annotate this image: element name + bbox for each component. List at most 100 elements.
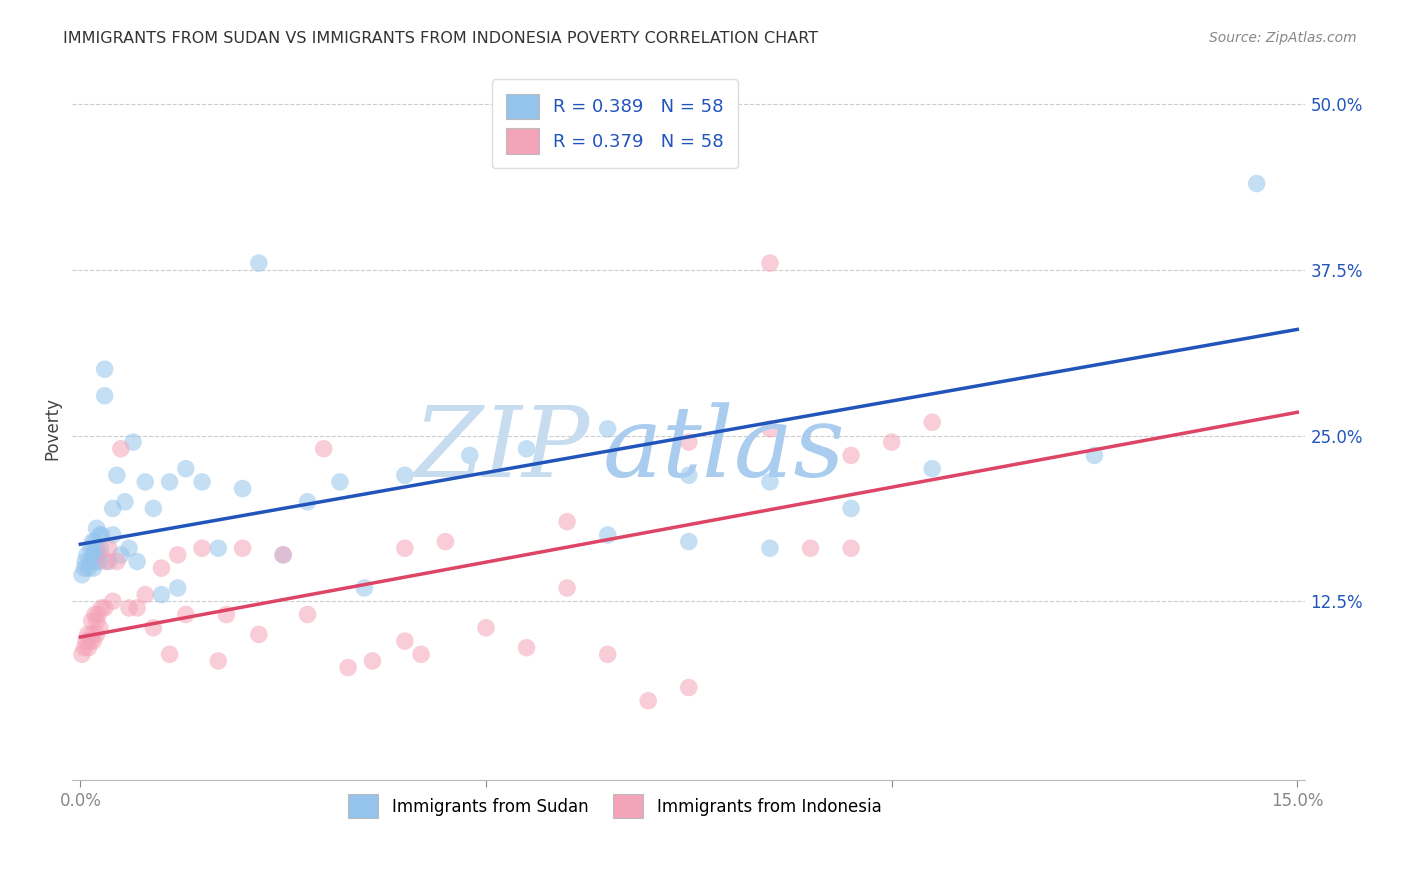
Point bbox=[174, 607, 197, 622]
Point bbox=[191, 541, 214, 556]
Point bbox=[105, 554, 128, 568]
Point bbox=[83, 548, 105, 562]
Point bbox=[110, 442, 132, 456]
Point bbox=[637, 694, 659, 708]
Point bbox=[77, 640, 100, 655]
Text: IMMIGRANTS FROM SUDAN VS IMMIGRANTS FROM INDONESIA POVERTY CORRELATION CHART: IMMIGRANTS FROM SUDAN VS IMMIGRANTS FROM… bbox=[63, 31, 818, 46]
Point bbox=[86, 614, 108, 628]
Point bbox=[555, 581, 578, 595]
Point bbox=[247, 627, 270, 641]
Point bbox=[122, 435, 145, 450]
Point bbox=[87, 548, 110, 562]
Point bbox=[90, 601, 112, 615]
Point bbox=[207, 654, 229, 668]
Text: ZIP: ZIP bbox=[413, 402, 591, 498]
Point bbox=[516, 442, 538, 456]
Point bbox=[475, 621, 498, 635]
Point bbox=[142, 501, 165, 516]
Point bbox=[839, 541, 862, 556]
Point bbox=[839, 449, 862, 463]
Y-axis label: Poverty: Poverty bbox=[44, 397, 60, 460]
Point bbox=[70, 567, 93, 582]
Point bbox=[555, 515, 578, 529]
Point bbox=[799, 541, 821, 556]
Point bbox=[73, 640, 96, 655]
Point bbox=[174, 461, 197, 475]
Point bbox=[89, 621, 111, 635]
Point bbox=[97, 541, 120, 556]
Point bbox=[84, 607, 107, 622]
Point bbox=[79, 634, 101, 648]
Point bbox=[678, 681, 700, 695]
Point bbox=[596, 422, 619, 436]
Point bbox=[166, 548, 188, 562]
Point bbox=[159, 475, 181, 489]
Point bbox=[353, 581, 375, 595]
Point bbox=[394, 634, 416, 648]
Point bbox=[232, 541, 254, 556]
Point bbox=[1246, 177, 1268, 191]
Point bbox=[90, 541, 112, 556]
Point bbox=[105, 468, 128, 483]
Point bbox=[93, 362, 115, 376]
Legend: Immigrants from Sudan, Immigrants from Indonesia: Immigrants from Sudan, Immigrants from I… bbox=[342, 788, 889, 825]
Point bbox=[101, 594, 124, 608]
Point bbox=[361, 654, 384, 668]
Point bbox=[516, 640, 538, 655]
Point bbox=[215, 607, 238, 622]
Point bbox=[207, 541, 229, 556]
Point bbox=[921, 415, 943, 429]
Point bbox=[150, 588, 173, 602]
Point bbox=[232, 482, 254, 496]
Point bbox=[134, 475, 156, 489]
Point bbox=[134, 588, 156, 602]
Point bbox=[75, 554, 97, 568]
Point bbox=[82, 634, 104, 648]
Point bbox=[1083, 449, 1105, 463]
Point bbox=[75, 634, 97, 648]
Point bbox=[73, 561, 96, 575]
Point bbox=[89, 528, 111, 542]
Point bbox=[434, 534, 457, 549]
Point bbox=[759, 475, 782, 489]
Point bbox=[101, 528, 124, 542]
Point bbox=[76, 627, 98, 641]
Point bbox=[312, 442, 335, 456]
Point bbox=[82, 561, 104, 575]
Point bbox=[759, 256, 782, 270]
Point bbox=[76, 548, 98, 562]
Point bbox=[127, 554, 149, 568]
Point bbox=[82, 534, 104, 549]
Point bbox=[77, 561, 100, 575]
Point bbox=[458, 449, 481, 463]
Point bbox=[159, 648, 181, 662]
Point bbox=[82, 548, 104, 562]
Point bbox=[97, 554, 120, 568]
Point bbox=[596, 648, 619, 662]
Point bbox=[110, 548, 132, 562]
Point bbox=[86, 521, 108, 535]
Point bbox=[596, 528, 619, 542]
Point bbox=[86, 627, 108, 641]
Point bbox=[150, 561, 173, 575]
Point bbox=[87, 554, 110, 568]
Point bbox=[409, 648, 432, 662]
Point bbox=[921, 461, 943, 475]
Point bbox=[80, 614, 103, 628]
Point bbox=[70, 648, 93, 662]
Point bbox=[337, 660, 360, 674]
Point bbox=[84, 534, 107, 549]
Point bbox=[329, 475, 352, 489]
Point bbox=[678, 435, 700, 450]
Point bbox=[247, 256, 270, 270]
Point bbox=[93, 601, 115, 615]
Point bbox=[96, 554, 118, 568]
Point bbox=[839, 501, 862, 516]
Point bbox=[90, 528, 112, 542]
Point bbox=[191, 475, 214, 489]
Point bbox=[759, 541, 782, 556]
Point bbox=[271, 548, 294, 562]
Point bbox=[394, 468, 416, 483]
Point bbox=[394, 541, 416, 556]
Point bbox=[297, 607, 319, 622]
